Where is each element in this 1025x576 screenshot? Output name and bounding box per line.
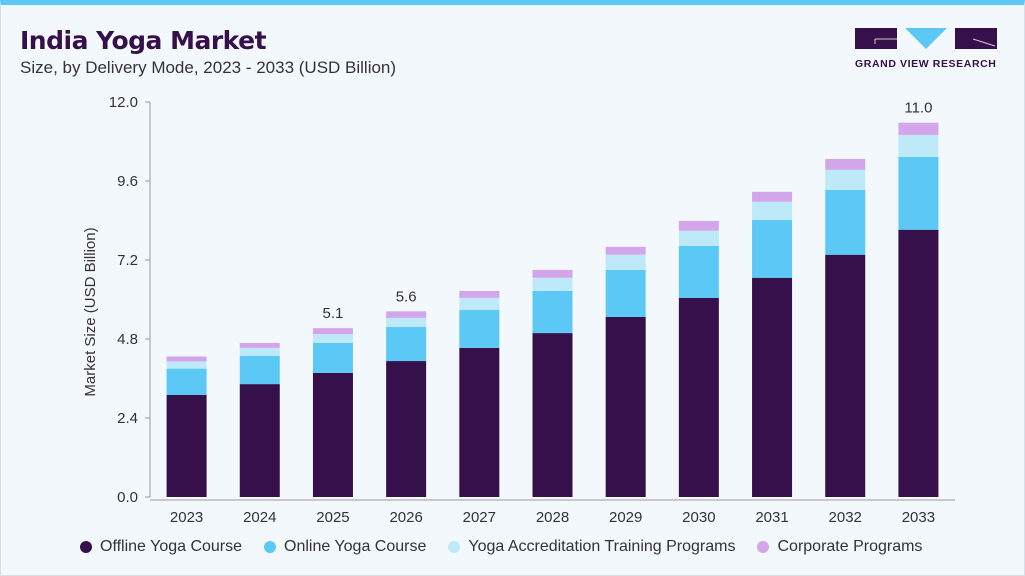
bar-segment-online-yoga-course: [386, 326, 427, 362]
legend-label: Corporate Programs: [777, 538, 923, 555]
x-tick-label: 2031: [755, 509, 788, 526]
bar-segment-yoga-accreditation-training-programs: [312, 334, 353, 343]
y-tick-label: 9.6: [117, 173, 138, 190]
bar-segment-online-yoga-course: [678, 245, 719, 298]
x-tick-label: 2028: [536, 509, 569, 526]
bar-segment-yoga-accreditation-training-programs: [605, 254, 646, 270]
bar-segment-online-yoga-course: [166, 368, 207, 395]
bar-segment-offline-yoga-course: [898, 229, 939, 497]
bar-segment-offline-yoga-course: [752, 277, 793, 497]
bar-segment-corporate-programs: [825, 158, 866, 170]
bar-segment-offline-yoga-course: [239, 384, 280, 497]
bar-segment-corporate-programs: [898, 122, 939, 135]
bar-segment-offline-yoga-course: [605, 316, 646, 497]
legend-label: Online Yoga Course: [284, 538, 427, 555]
bar-segment-yoga-accreditation-training-programs: [825, 169, 866, 190]
y-tick-label: 7.2: [117, 252, 138, 269]
chart-subtitle: Size, by Delivery Mode, 2023 - 2033 (USD…: [20, 58, 397, 77]
legend-item: Corporate Programs: [757, 538, 922, 556]
y-tick-label: 0.0: [117, 489, 138, 506]
x-tick-label: 2029: [609, 509, 642, 526]
y-tick-label: 12.0: [109, 94, 138, 111]
x-tick-label: 2024: [243, 509, 276, 526]
bar-segment-offline-yoga-course: [312, 372, 353, 497]
bar-segment-corporate-programs: [386, 311, 427, 318]
bar-segment-offline-yoga-course: [459, 347, 500, 497]
bar-segment-corporate-programs: [239, 342, 280, 348]
bar-segment-online-yoga-course: [239, 355, 280, 385]
bar-segment-yoga-accreditation-training-programs: [898, 134, 939, 157]
logo-text: GRAND VIEW RESEARCH: [855, 58, 997, 70]
bar-segment-corporate-programs: [166, 356, 207, 362]
legend-item: Offline Yoga Course: [80, 538, 242, 556]
bar-segment-offline-yoga-course: [532, 333, 573, 497]
legend-label: Offline Yoga Course: [100, 538, 243, 555]
x-tick-label: 2027: [463, 509, 496, 526]
bar-segment-offline-yoga-course: [825, 254, 866, 497]
bar-segment-corporate-programs: [752, 191, 793, 202]
bar-segment-online-yoga-course: [752, 219, 793, 278]
legend-swatch: [80, 541, 92, 553]
x-tick-label: 2032: [829, 509, 862, 526]
data-label: 11.0: [904, 100, 932, 117]
legend-item: Yoga Accreditation Training Programs: [448, 538, 735, 556]
bar-segment-offline-yoga-course: [386, 361, 427, 497]
y-axis-label: Market Size (USD Billion): [82, 227, 99, 396]
bar-segment-online-yoga-course: [312, 342, 353, 373]
bar-segment-online-yoga-course: [605, 269, 646, 317]
bar-segment-yoga-accreditation-training-programs: [459, 297, 500, 311]
bar-segment-offline-yoga-course: [166, 394, 207, 497]
bar-segment-corporate-programs: [532, 269, 573, 278]
chart-title: India Yoga Market: [20, 26, 267, 55]
x-tick-label: 2025: [316, 509, 349, 526]
bar-segment-corporate-programs: [459, 290, 500, 298]
x-tick-label: 2023: [170, 509, 203, 526]
bar-segment-yoga-accreditation-training-programs: [532, 277, 573, 291]
bar-segment-online-yoga-course: [532, 290, 573, 334]
bar-segment-yoga-accreditation-training-programs: [166, 361, 207, 369]
bar-segment-yoga-accreditation-training-programs: [239, 347, 280, 356]
y-tick-label: 4.8: [117, 331, 138, 348]
bar-segment-yoga-accreditation-training-programs: [752, 201, 793, 220]
data-label: 5.1: [323, 305, 344, 322]
bar-segment-online-yoga-course: [825, 189, 866, 255]
bar-segment-offline-yoga-course: [678, 297, 719, 497]
legend: Offline Yoga Course Online Yoga Course Yog…: [80, 538, 922, 556]
legend-swatch: [264, 541, 277, 553]
legend-item: Online Yoga Course: [264, 538, 426, 556]
grand-view-research-logo: [855, 28, 997, 49]
legend-swatch: [757, 541, 770, 553]
x-tick-label: 2033: [902, 509, 935, 526]
bar-segment-corporate-programs: [605, 246, 646, 255]
bar-segment-yoga-accreditation-training-programs: [386, 317, 427, 327]
bar-segment-online-yoga-course: [459, 310, 500, 348]
data-label: 5.6: [396, 288, 417, 305]
x-tick-label: 2030: [682, 509, 715, 526]
legend-swatch: [448, 541, 461, 553]
y-tick-label: 2.4: [117, 410, 138, 427]
legend-label: Yoga Accreditation Training Programs: [468, 538, 736, 555]
x-tick-label: 2026: [389, 509, 422, 526]
bar-segment-yoga-accreditation-training-programs: [678, 230, 719, 246]
bar-segment-corporate-programs: [312, 328, 353, 335]
bar-segment-corporate-programs: [678, 220, 719, 231]
bar-segment-online-yoga-course: [898, 156, 939, 230]
